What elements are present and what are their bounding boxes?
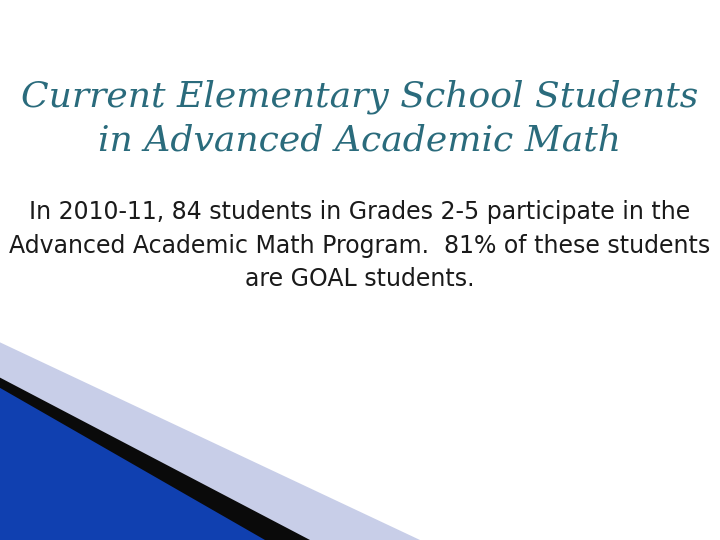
Text: Current Elementary School Students
in Advanced Academic Math: Current Elementary School Students in Ad…	[22, 80, 698, 158]
Polygon shape	[0, 375, 310, 540]
Text: In 2010-11, 84 students in Grades 2-5 participate in the
Advanced Academic Math : In 2010-11, 84 students in Grades 2-5 pa…	[9, 200, 711, 291]
Polygon shape	[0, 340, 420, 540]
Polygon shape	[0, 385, 265, 540]
